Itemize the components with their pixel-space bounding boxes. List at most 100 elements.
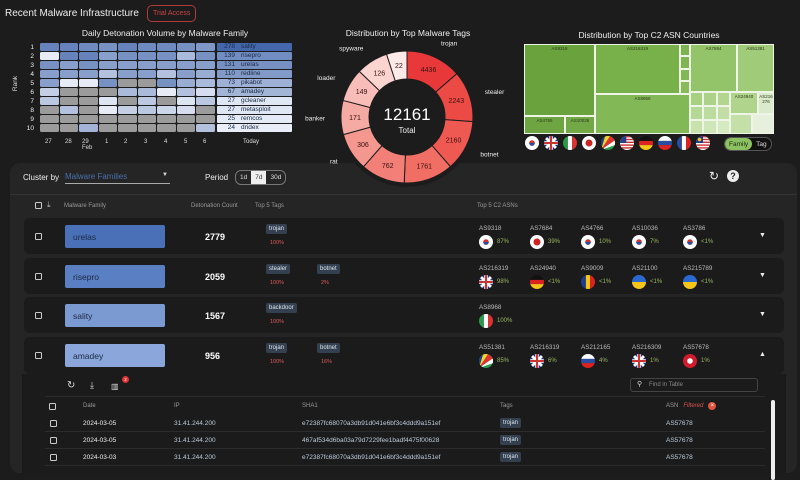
asn-label[interactable]: AS10036 — [632, 225, 658, 232]
download-icon[interactable]: ⤓ — [90, 380, 94, 390]
heatmap-cell[interactable] — [40, 115, 59, 123]
treemap-tile[interactable] — [752, 114, 774, 134]
heatmap-cell[interactable] — [40, 124, 59, 132]
heatmap-cell[interactable] — [98, 61, 117, 69]
heatmap-cell[interactable] — [98, 52, 117, 60]
heatmap-cell[interactable] — [79, 43, 98, 51]
heatmap-cell[interactable] — [79, 61, 98, 69]
today-cell[interactable]: 67 amadey — [217, 88, 292, 96]
refresh-icon[interactable]: ↻ — [709, 169, 720, 183]
detail-row[interactable]: 2024-03-05 31.41.244.200 e72387fc68070a3db… — [45, 415, 765, 432]
table-row[interactable]: urelas 2779 trojan 100% AS9318 87% AS7684 39% AS… — [24, 218, 784, 254]
asn-label[interactable]: AS4766 — [581, 225, 604, 232]
chevron-down-icon[interactable]: ▼ — [759, 311, 766, 318]
columns-icon[interactable]: ▥ — [111, 382, 119, 391]
row-checkbox[interactable] — [50, 437, 57, 444]
heatmap-cell[interactable] — [157, 61, 176, 69]
treemap-tile[interactable]: AS216319 — [595, 44, 680, 94]
treemap-tile[interactable] — [717, 92, 730, 106]
heatmap-cell[interactable] — [118, 61, 137, 69]
heatmap-cell[interactable] — [176, 61, 195, 69]
heatmap-cell[interactable] — [118, 52, 137, 60]
tag-badge[interactable]: botnet — [317, 264, 340, 274]
row-checkbox[interactable] — [35, 233, 42, 240]
asn-label[interactable]: AS21100 — [632, 265, 658, 272]
asn-label[interactable]: AS216319 — [479, 265, 509, 272]
today-cell[interactable]: 110 redline — [217, 70, 292, 78]
row-checkbox[interactable] — [50, 420, 57, 427]
heatmap-cell[interactable] — [59, 79, 78, 87]
treemap-tile[interactable] — [690, 106, 703, 120]
heatmap-cell[interactable] — [118, 79, 137, 87]
treemap-tile[interactable] — [680, 69, 690, 81]
heatmap-cell[interactable] — [137, 79, 156, 87]
heatmap-cell[interactable] — [196, 52, 215, 60]
tag-badge[interactable]: stealer — [266, 264, 291, 274]
treemap-tile[interactable]: AS24940 — [730, 92, 758, 114]
heatmap-cell[interactable] — [157, 97, 176, 105]
tag-badge[interactable]: botnet — [317, 343, 340, 353]
heatmap-cell[interactable] — [196, 88, 215, 96]
tag-badge[interactable]: trojan — [500, 435, 522, 445]
heatmap-cell[interactable] — [79, 52, 98, 60]
heatmap-cell[interactable] — [40, 61, 59, 69]
heatmap-cell[interactable] — [176, 97, 195, 105]
heatmap-cell[interactable] — [59, 52, 78, 60]
treemap-tile[interactable]: AS51381 — [737, 44, 774, 92]
period-7d[interactable]: 7d — [251, 171, 267, 184]
treemap-tile[interactable] — [690, 120, 703, 134]
asn-label[interactable]: AS24940 — [530, 265, 556, 272]
treemap-tile[interactable] — [703, 92, 717, 106]
treemap-tile[interactable] — [703, 106, 717, 120]
heatmap-cell[interactable] — [59, 70, 78, 78]
heatmap-cell[interactable] — [40, 88, 59, 96]
asn-label[interactable]: AS51381 — [479, 344, 505, 351]
heatmap-cell[interactable] — [196, 97, 215, 105]
today-cell[interactable]: 27 gcleaner — [217, 97, 292, 105]
treemap-tile[interactable]: AS10036 — [565, 116, 595, 134]
heatmap-cell[interactable] — [196, 79, 215, 87]
heatmap-cell[interactable] — [59, 106, 78, 114]
sha1-cell[interactable]: e72387fc68070a3db91d041e6bf3c4ddd9a151ef — [302, 420, 441, 427]
heatmap-cell[interactable] — [59, 124, 78, 132]
heatmap-cell[interactable] — [79, 70, 98, 78]
heatmap-cell[interactable] — [98, 106, 117, 114]
period-1d[interactable]: 1d — [240, 174, 248, 181]
family-name[interactable]: amadey — [65, 344, 165, 367]
heatmap-cell[interactable] — [79, 115, 98, 123]
heatmap-cell[interactable] — [40, 79, 59, 87]
asn-label[interactable]: AS3786 — [683, 225, 706, 232]
heatmap-cell[interactable] — [79, 88, 98, 96]
today-cell[interactable]: 73 pikabot — [217, 79, 292, 87]
heatmap-cell[interactable] — [196, 115, 215, 123]
heatmap-cell[interactable] — [118, 115, 137, 123]
asn-cell[interactable]: AS57678 — [666, 454, 693, 461]
heatmap-cell[interactable] — [176, 52, 195, 60]
heatmap-cell[interactable] — [137, 70, 156, 78]
heatmap-cell[interactable] — [98, 70, 117, 78]
heatmap-cell[interactable] — [137, 43, 156, 51]
heatmap-cell[interactable] — [176, 88, 195, 96]
heatmap-cell[interactable] — [98, 124, 117, 132]
heatmap-cell[interactable] — [176, 124, 195, 132]
chevron-up-icon[interactable]: ▲ — [759, 351, 766, 358]
flag-ru-icon[interactable] — [658, 136, 672, 150]
today-cell[interactable]: 131 urelas — [217, 61, 292, 69]
clear-filter-icon[interactable]: × — [708, 402, 717, 410]
heatmap-cell[interactable] — [59, 43, 78, 51]
scrollbar[interactable] — [771, 400, 775, 480]
asn-label[interactable]: AS9009 — [581, 265, 604, 272]
heatmap-cell[interactable] — [118, 124, 137, 132]
chevron-down-icon[interactable]: ▼ — [759, 272, 766, 279]
detail-row[interactable]: 2024-03-03 31.41.244.200 e72387fc68070a3db… — [45, 449, 765, 466]
tag-badge[interactable]: trojan — [266, 343, 288, 353]
asn-label[interactable]: AS9318 — [479, 225, 502, 232]
flag-gb-icon[interactable] — [544, 136, 558, 150]
heatmap-cell[interactable] — [59, 61, 78, 69]
heatmap-cell[interactable] — [137, 61, 156, 69]
asn-label[interactable]: AS216309 — [632, 344, 662, 351]
heatmap-cell[interactable] — [118, 43, 137, 51]
heatmap-cell[interactable] — [118, 70, 137, 78]
heatmap-cell[interactable] — [137, 115, 156, 123]
asn-label[interactable]: AS57678 — [683, 344, 709, 351]
